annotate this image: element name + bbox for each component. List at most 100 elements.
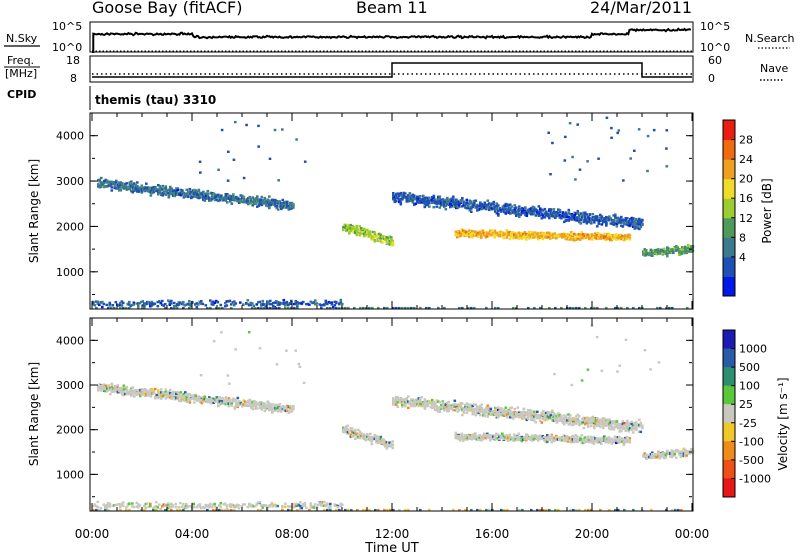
heatmap-cell xyxy=(188,401,192,404)
heatmap-cell xyxy=(632,225,635,228)
heatmap-cell xyxy=(260,402,264,406)
heatmap-cell xyxy=(119,391,123,394)
heatmap-cell xyxy=(402,191,406,195)
heatmap-cell xyxy=(513,235,516,238)
heatmap-cell xyxy=(130,388,133,392)
velocity-panel-background xyxy=(90,318,693,511)
heatmap-cell xyxy=(203,399,207,402)
heatmap-cell xyxy=(504,413,508,416)
heatmap-cell xyxy=(202,191,205,194)
heatmap-cell xyxy=(137,306,140,310)
heatmap-cell xyxy=(548,306,551,310)
heatmap-cell xyxy=(358,436,362,440)
heatmap-cell xyxy=(531,211,535,214)
heatmap-cell xyxy=(205,197,208,200)
heatmap-cell xyxy=(189,303,193,306)
heatmap-cell xyxy=(636,220,640,223)
heatmap-cell xyxy=(176,391,180,394)
heatmap-cell xyxy=(95,306,98,310)
heatmap-cell xyxy=(147,301,151,304)
heatmap-cell xyxy=(364,439,368,442)
heatmap-cell xyxy=(517,234,521,237)
date-title: 24/Mar/2011 xyxy=(590,0,692,17)
heatmap-cell xyxy=(609,236,612,239)
heatmap-cell xyxy=(119,302,122,305)
heatmap-cell xyxy=(378,441,381,444)
heatmap-cell xyxy=(600,216,604,219)
heatmap-cell xyxy=(245,302,248,305)
heatmap-cell xyxy=(136,393,139,396)
heatmap-cell xyxy=(441,400,445,403)
heatmap-cell xyxy=(597,222,601,225)
heatmap-cell xyxy=(203,195,207,198)
heatmap-cell xyxy=(275,306,278,310)
heatmap-cell xyxy=(257,306,260,310)
heatmap-cell xyxy=(492,200,496,204)
heatmap-cell xyxy=(479,407,482,410)
heatmap-cell xyxy=(564,219,568,222)
heatmap-cell xyxy=(182,399,186,402)
heatmap-cell xyxy=(633,427,637,431)
heatmap-cell xyxy=(280,408,283,412)
heatmap-cell xyxy=(624,217,628,220)
heatmap-cell xyxy=(633,223,637,226)
heatmap-cell xyxy=(163,394,166,397)
heatmap-cell xyxy=(666,248,669,252)
heatmap-cell xyxy=(260,306,263,310)
heatmap-cell xyxy=(612,420,616,423)
heatmap-cell xyxy=(417,195,421,198)
heatmap-cell xyxy=(614,422,617,426)
heatmap-cell xyxy=(618,219,622,222)
heatmap-cell xyxy=(125,390,129,394)
heatmap-cell xyxy=(391,239,395,242)
heatmap-cell xyxy=(232,397,235,400)
heatmap-cell xyxy=(413,194,416,197)
heatmap-cell xyxy=(245,123,248,127)
heatmap-cell xyxy=(275,206,279,210)
heatmap-cell xyxy=(568,236,572,239)
heatmap-cell xyxy=(546,235,549,238)
heatmap-cell xyxy=(167,194,171,197)
heatmap-cell xyxy=(429,405,433,409)
heatmap-cell xyxy=(497,406,500,409)
heatmap-cell xyxy=(404,401,407,404)
heatmap-cell xyxy=(221,199,225,202)
heatmap-cell xyxy=(572,418,575,421)
heatmap-cell xyxy=(405,399,409,402)
heatmap-cell xyxy=(290,306,293,310)
heatmap-cell xyxy=(453,403,457,406)
heatmap-cell xyxy=(364,230,368,234)
heatmap-cell xyxy=(143,392,147,395)
heatmap-cell xyxy=(401,405,404,408)
heatmap-cell xyxy=(616,131,619,135)
heatmap-cell xyxy=(641,426,644,429)
heatmap-cell xyxy=(201,302,205,306)
heatmap-cell xyxy=(164,306,167,310)
heatmap-cell xyxy=(551,141,554,145)
heatmap-cell xyxy=(464,202,467,205)
heatmap-cell xyxy=(602,423,605,427)
heatmap-cell xyxy=(220,194,223,197)
heatmap-cell xyxy=(551,214,554,217)
heatmap-cell xyxy=(338,303,341,306)
heatmap-cell xyxy=(663,250,666,253)
heatmap-cell xyxy=(600,237,603,240)
heatmap-cell xyxy=(360,229,363,232)
heatmap-cell xyxy=(614,216,617,220)
heatmap-cell xyxy=(563,417,566,420)
heatmap-cell xyxy=(486,203,490,206)
heatmap-cell xyxy=(561,234,564,237)
heatmap-cell xyxy=(435,400,439,403)
heatmap-cell xyxy=(605,220,608,224)
heatmap-cell xyxy=(518,205,521,208)
heatmap-cell xyxy=(376,435,380,439)
heatmap-cell xyxy=(232,196,235,199)
heatmap-cell xyxy=(419,400,422,403)
heatmap-cell xyxy=(278,406,282,410)
heatmap-cell xyxy=(197,193,201,197)
heatmap-cell xyxy=(391,440,395,443)
heatmap-cell xyxy=(594,232,597,235)
heatmap-cell xyxy=(109,180,112,183)
heatmap-cell xyxy=(603,422,607,426)
